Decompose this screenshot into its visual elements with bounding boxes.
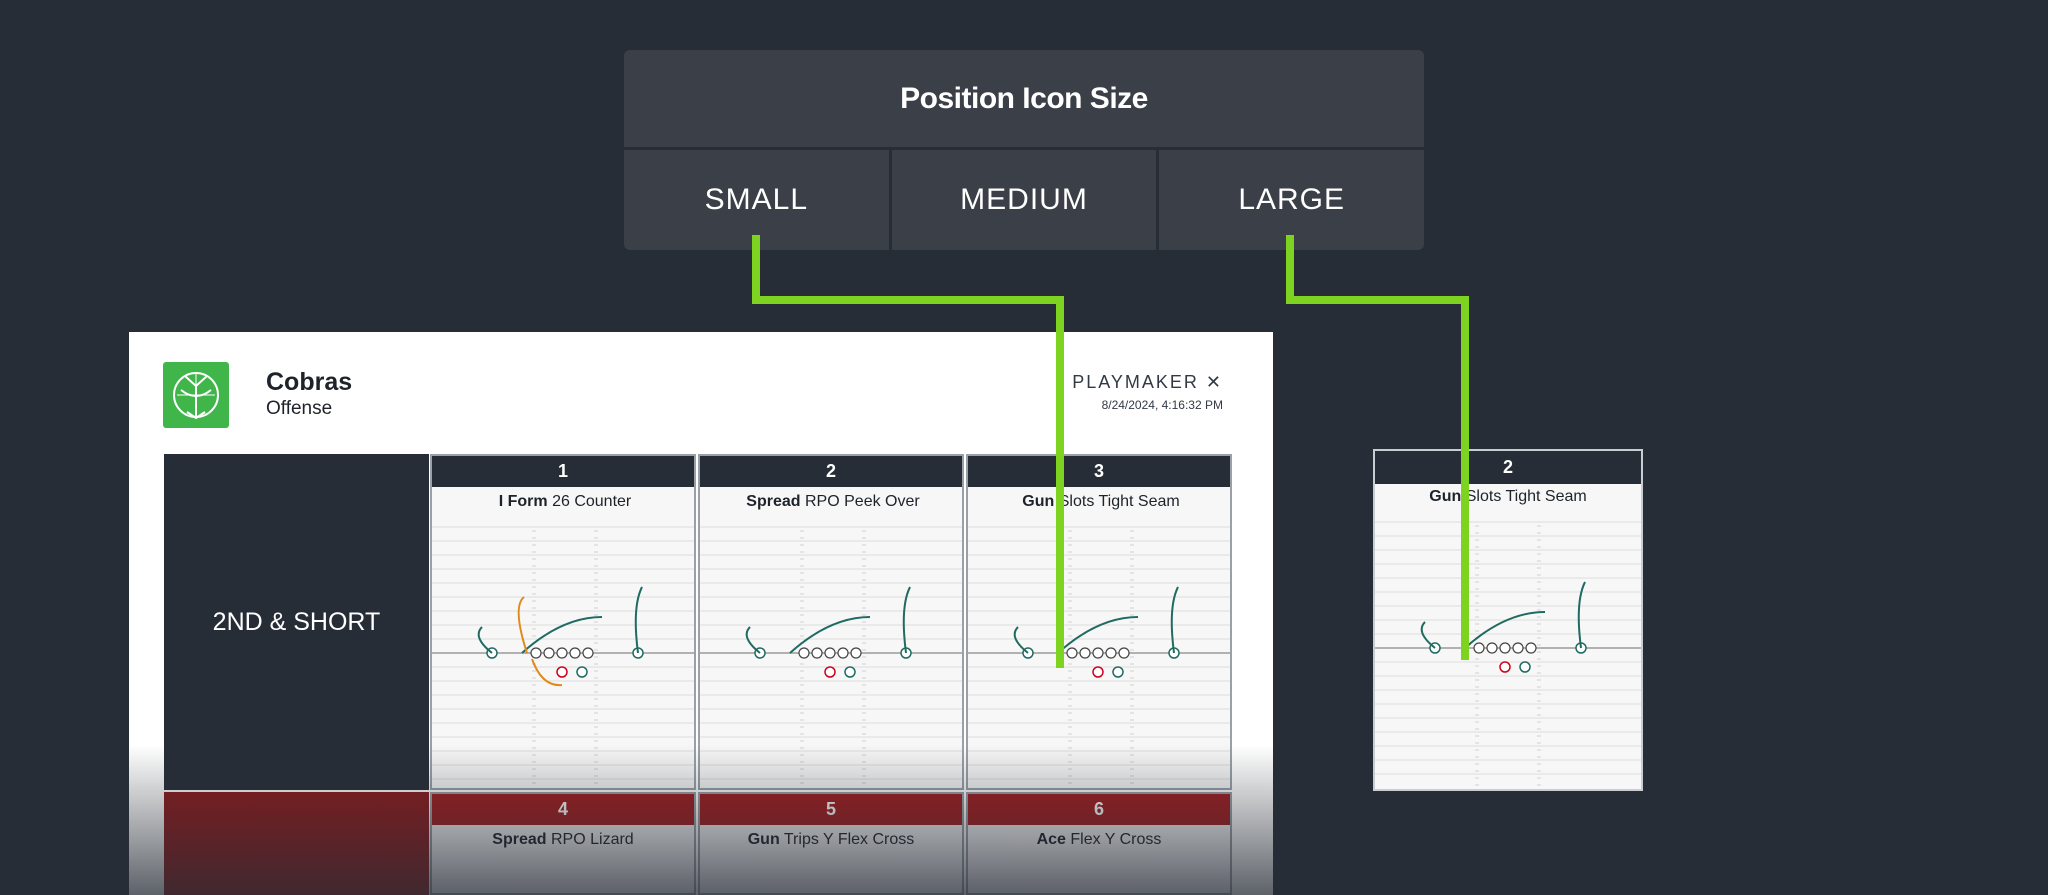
quarterback-icon bbox=[1499, 661, 1511, 673]
lineman-icon bbox=[582, 647, 594, 659]
route-line bbox=[521, 616, 603, 654]
timestamp: 8/24/2024, 4:16:32 PM bbox=[1101, 398, 1223, 412]
play-title: I Form 26 Counter bbox=[498, 493, 632, 510]
call-sheet-card: Cobras Offense PLAYMAKER ✕ 8/24/2024, 4:… bbox=[129, 332, 1273, 895]
large-icon-preview: 2 Gun Slots Tight Seam bbox=[1373, 449, 1643, 791]
lineman-icon bbox=[837, 647, 849, 659]
play-title: Gun Slots Tight Seam bbox=[1022, 493, 1180, 510]
play-card-2[interactable]: 2 Spread RPO Peek Over bbox=[698, 454, 964, 790]
play-diagram: I Form 26 Counter bbox=[432, 487, 694, 788]
play-title: Gun Slots Tight Seam bbox=[1429, 488, 1587, 505]
play-card-1[interactable]: 1 I Form 26 Counter bbox=[430, 454, 696, 790]
lineman-icon bbox=[1066, 647, 1078, 659]
lineman-icon bbox=[1118, 647, 1130, 659]
lineman-icon bbox=[1092, 647, 1104, 659]
play-diagram: Spread RPO Peek Over bbox=[700, 487, 962, 788]
lineman-icon bbox=[543, 647, 555, 659]
play-diagram: Gun Slots Tight Seam bbox=[1375, 482, 1641, 787]
brand-mark-icon: ✕ bbox=[1205, 372, 1223, 392]
route-line bbox=[1577, 581, 1586, 649]
lineman-icon bbox=[824, 647, 836, 659]
team-name: Cobras bbox=[266, 368, 353, 396]
quarterback-icon bbox=[824, 666, 836, 678]
size-small-button[interactable]: SMALL bbox=[624, 150, 892, 250]
lineman-icon bbox=[1525, 642, 1537, 654]
play-diagram: Gun Slots Tight Seam bbox=[968, 487, 1230, 788]
running-back-icon bbox=[576, 666, 588, 678]
icon-size-panel: Position Icon Size SMALL MEDIUM LARGE bbox=[624, 50, 1424, 250]
running-back-icon bbox=[844, 666, 856, 678]
route-line bbox=[477, 626, 493, 654]
play-number: 3 bbox=[968, 456, 1230, 487]
size-options: SMALL MEDIUM LARGE bbox=[624, 150, 1424, 250]
lineman-icon bbox=[1473, 642, 1485, 654]
play-title: Spread RPO Lizard bbox=[492, 831, 634, 848]
quarterback-icon bbox=[556, 666, 568, 678]
pull-route bbox=[531, 658, 563, 687]
play-number: 2 bbox=[1375, 451, 1641, 484]
lineman-icon bbox=[798, 647, 810, 659]
play-number: 6 bbox=[968, 794, 1230, 825]
play-card-4[interactable]: 4 Spread RPO Lizard bbox=[430, 792, 696, 895]
play-title: Gun Trips Y Flex Cross bbox=[747, 831, 915, 848]
play-number: 4 bbox=[432, 794, 694, 825]
route-line bbox=[1057, 616, 1139, 654]
lineman-icon bbox=[556, 647, 568, 659]
running-back-icon bbox=[1519, 661, 1531, 673]
pull-route bbox=[517, 596, 528, 654]
lineman-icon bbox=[811, 647, 823, 659]
lineman-icon bbox=[850, 647, 862, 659]
lineman-icon bbox=[569, 647, 581, 659]
brand-text: PLAYMAKER bbox=[1072, 372, 1199, 392]
route-line bbox=[634, 586, 643, 654]
play-card-3[interactable]: 3 Gun Slots Tight Seam bbox=[966, 454, 1232, 790]
play-title: Ace Flex Y Cross bbox=[1036, 831, 1162, 848]
lineman-icon bbox=[530, 647, 542, 659]
route-line bbox=[1170, 586, 1179, 654]
lineman-icon bbox=[1105, 647, 1117, 659]
route-line bbox=[1464, 611, 1546, 649]
play-number: 1 bbox=[432, 456, 694, 487]
quarterback-icon bbox=[1092, 666, 1104, 678]
team-unit: Offense bbox=[266, 398, 333, 419]
play-number: 2 bbox=[700, 456, 962, 487]
lineman-icon bbox=[1486, 642, 1498, 654]
cobra-logo-icon bbox=[163, 362, 229, 428]
running-back-icon bbox=[1112, 666, 1124, 678]
play-card-5[interactable]: 5 Gun Trips Y Flex Cross bbox=[698, 792, 964, 895]
play-title: Spread RPO Peek Over bbox=[746, 493, 920, 510]
situation-label: 2ND & SHORT bbox=[164, 454, 429, 790]
play-card-6[interactable]: 6 Ace Flex Y Cross bbox=[966, 792, 1232, 895]
size-large-button[interactable]: LARGE bbox=[1238, 183, 1346, 216]
panel-title: Position Icon Size bbox=[624, 50, 1424, 150]
lineman-icon bbox=[1079, 647, 1091, 659]
lineman-icon bbox=[1512, 642, 1524, 654]
situation-label-second bbox=[164, 792, 429, 895]
lineman-icon bbox=[1499, 642, 1511, 654]
play-number: 5 bbox=[700, 794, 962, 825]
brand-logo: PLAYMAKER ✕ bbox=[1072, 372, 1223, 393]
size-medium-button[interactable]: MEDIUM bbox=[892, 150, 1160, 250]
